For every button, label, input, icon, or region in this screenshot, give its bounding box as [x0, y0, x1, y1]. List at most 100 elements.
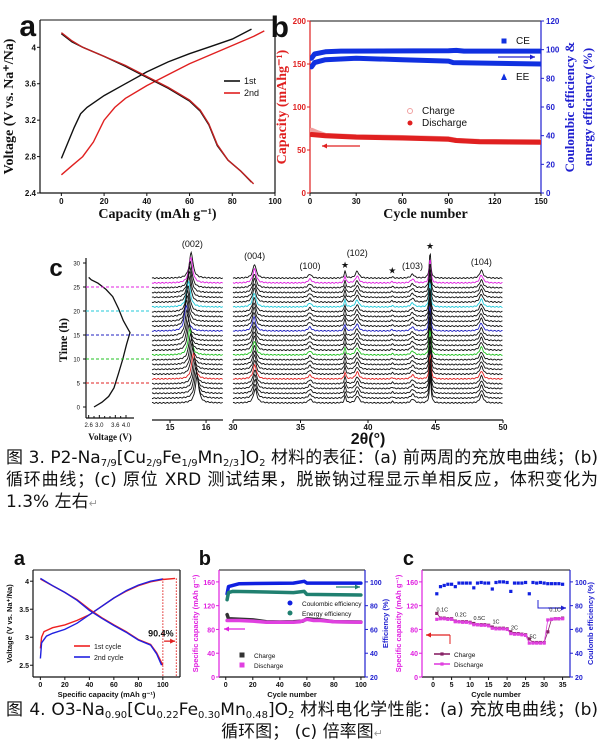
x-tick-label: 120: [488, 197, 502, 206]
series-markers: [225, 589, 363, 602]
impurity-star-label: ★: [341, 260, 349, 270]
chart-3b: 0 30 60 90 120 150050100150200020406080100120…: [271, 11, 595, 222]
xrd-scan-7: [151, 341, 223, 371]
x-tick-label: 0: [59, 197, 64, 206]
data-point: [527, 641, 531, 645]
scan-mask: [233, 291, 503, 320]
x-tick-label: 20: [249, 682, 257, 689]
chart-4b: 0 20 40 60 80 100 0 40 80 120 160 20 40 60 80 100 Cycle …: [191, 548, 390, 699]
series-line: [60, 28, 252, 159]
y-tick-label: 160: [406, 580, 418, 587]
caption-subscript: 0.48: [245, 710, 269, 721]
x-tick-label: 60: [398, 197, 407, 206]
y-axis-label: Voltage (V vs. Na⁺/Na): [5, 584, 14, 663]
y2-tick-label: 60: [546, 103, 555, 112]
chart-3c-xrd: 15 16 30 35 40 45 50 2θ(°) (002) (004) (100) ★ (102)…: [151, 239, 508, 448]
caption-subscript: 0.30: [198, 710, 221, 721]
xrd-scan-11: [151, 323, 223, 352]
series-markers: [225, 617, 363, 625]
data-point: [464, 581, 468, 585]
caption-subscript: 0.22: [156, 710, 179, 721]
peak-label: (002): [182, 239, 203, 249]
caption-text: ]O: [239, 448, 260, 468]
data-point: [446, 617, 450, 621]
data-point: [407, 108, 413, 114]
data-point: [546, 582, 550, 586]
figure-4-caption: 图 4. O3-Na0.90[Cu0.22Fe0.30Mn0.48]O2 材料电…: [6, 699, 598, 745]
data-point: [287, 610, 293, 616]
series-markers: [310, 55, 541, 70]
scan-mask: [233, 264, 503, 291]
data-point: [546, 618, 550, 622]
y-tick-label: 2.8: [25, 153, 37, 162]
x-tick-label: 80: [330, 682, 338, 689]
y-tick-label: 2.5: [19, 663, 29, 670]
data-point: [483, 623, 487, 627]
y-tick-label: 3: [25, 635, 29, 642]
data-point: [516, 581, 520, 585]
scan-mask: [152, 324, 223, 354]
arrow-head-icon: [224, 626, 229, 632]
y2-tick-label: 80: [370, 604, 378, 611]
xrd-scan-26: [151, 250, 223, 280]
xrd-scan-20: [232, 282, 503, 308]
data-point: [468, 621, 472, 625]
y-tick-label: 160: [203, 580, 215, 587]
paragraph-mark-icon: ↵: [88, 497, 98, 510]
x-tick-label: 80: [228, 197, 237, 206]
series-markers: [310, 47, 541, 61]
data-point: [440, 652, 444, 656]
data-point: [501, 38, 507, 44]
y-tick-label: 80: [207, 627, 215, 634]
xrd-scan-25: [151, 257, 223, 284]
x-axis-label: Specific capacity (mAh g⁻¹): [58, 690, 156, 699]
y2-tick-label: 60: [575, 627, 583, 634]
x-tick-label: 3.6: [111, 423, 120, 429]
y-tick-label: 10: [73, 358, 80, 364]
chart-3a: 0 20 40 60 80 100 2.4 2.8 3.2 3.6 4 Capacity (mAh g…: [2, 10, 282, 222]
data-point: [505, 627, 509, 632]
arrow-head-icon: [322, 143, 327, 149]
xrd-scan-14: [232, 310, 503, 337]
caption-subscript: 2/9: [146, 458, 163, 469]
y-tick-label: 30: [73, 262, 80, 268]
series-line: [60, 33, 253, 183]
y-tick-label: 4: [25, 579, 29, 586]
x-tick-label: 30: [352, 197, 361, 206]
y-tick-label: 100: [293, 103, 307, 112]
data-point: [490, 587, 494, 591]
y-tick-label: 0: [302, 189, 307, 198]
plot-area: [435, 580, 565, 645]
rate-label: 1C: [492, 620, 499, 626]
xrd-scan-16: [232, 300, 503, 328]
data-point: [501, 73, 507, 80]
y-tick-label: 2.4: [25, 189, 37, 198]
caption-text: Fe: [162, 448, 182, 468]
xrd-scan-2: [232, 367, 503, 395]
panel-label: c: [49, 255, 62, 282]
series-markers: [225, 579, 363, 596]
rate-label: 0.2C: [455, 612, 467, 618]
y2-tick-label: 100: [546, 46, 560, 55]
data-point: [453, 620, 457, 624]
x-tick-label: 40: [142, 197, 151, 206]
data-point: [509, 632, 513, 636]
xrd-scan-10: [232, 330, 503, 356]
data-point: [509, 630, 513, 634]
panel-label: c: [403, 548, 414, 570]
caption-text: 材料电化学性能：(a) 充放电曲线；(b) 循环图； (c) 倍率图: [221, 700, 598, 742]
y-tick-label: 4: [32, 43, 37, 52]
data-point: [450, 582, 454, 586]
data-point: [450, 617, 454, 621]
y-tick-label: 200: [293, 17, 307, 26]
peak-label: (100): [299, 261, 320, 271]
data-point: [546, 630, 550, 634]
data-point: [561, 582, 565, 586]
y-tick-label: 40: [410, 651, 418, 658]
x-tick-label: 15: [166, 423, 175, 432]
panel-label: a: [19, 10, 36, 43]
x-tick-label: 35: [296, 423, 305, 432]
xrd-scan-5: [232, 354, 503, 380]
data-point: [501, 627, 505, 631]
x-tick-label: 40: [85, 682, 93, 689]
